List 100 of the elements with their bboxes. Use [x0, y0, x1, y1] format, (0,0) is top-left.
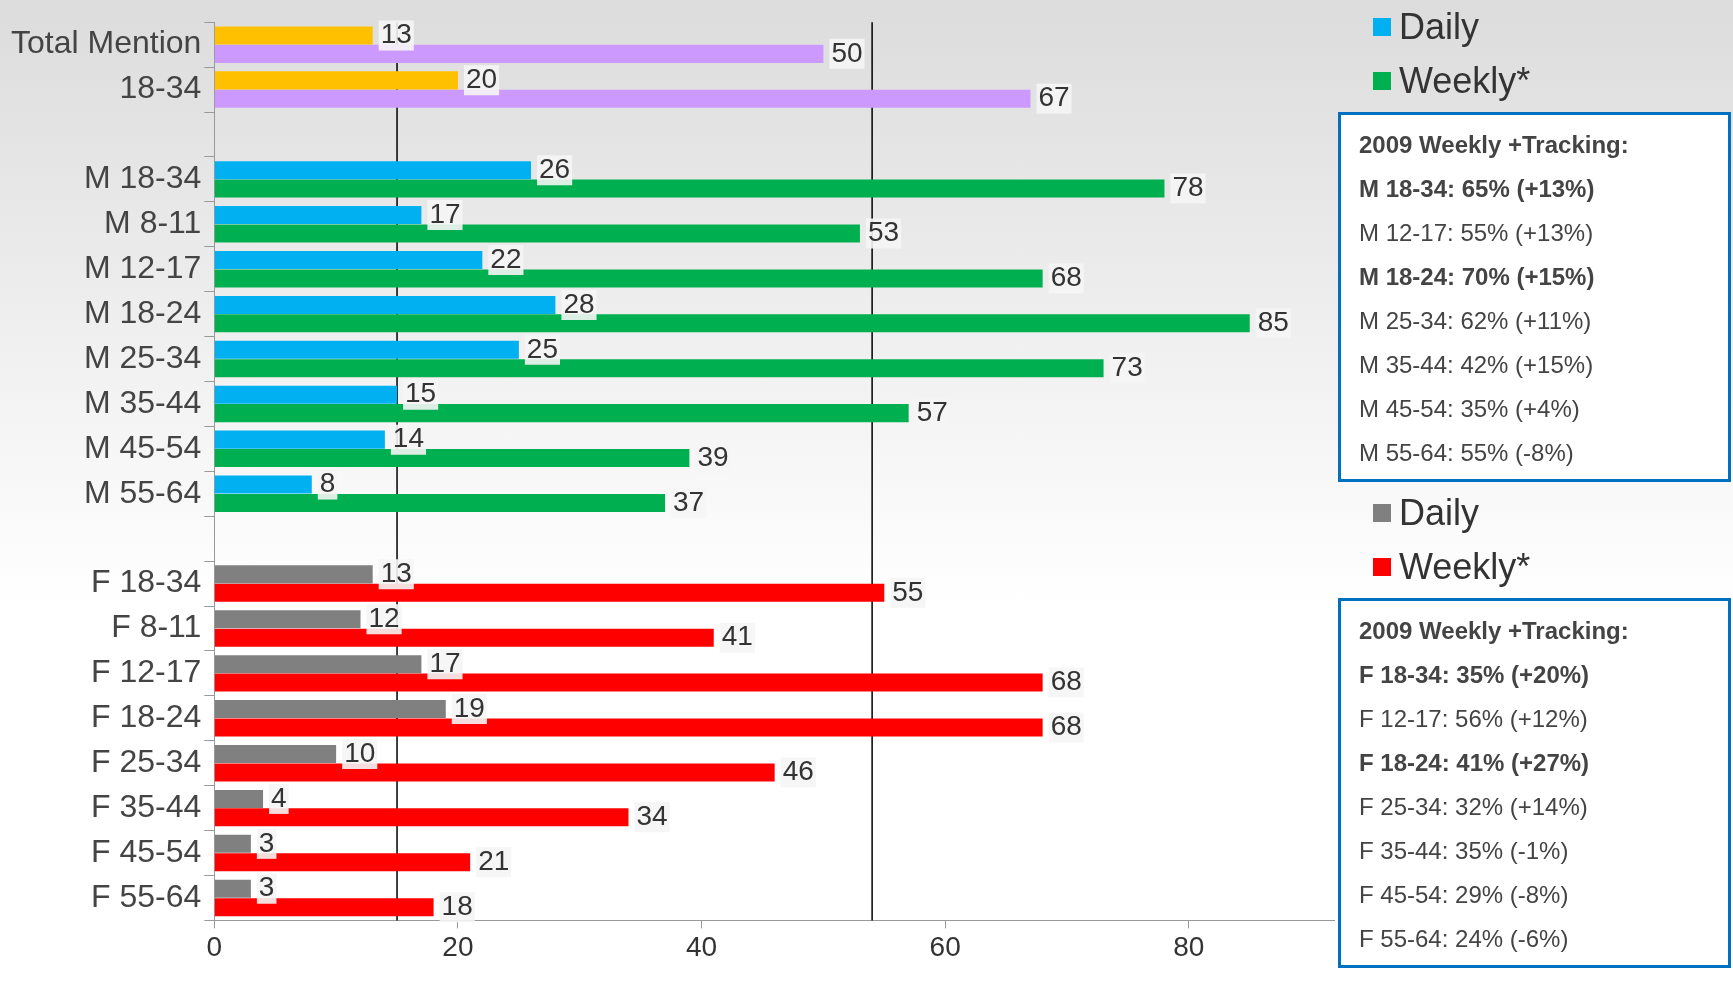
bar: [214, 853, 471, 872]
bar: [214, 610, 361, 629]
data-label: 28: [563, 287, 595, 319]
data-label: 67: [1038, 81, 1070, 113]
x-tick-label: 80: [1173, 930, 1205, 962]
bar: [214, 475, 312, 494]
bar: [214, 744, 337, 764]
bar: [214, 404, 909, 423]
y-tick-label: F 8-11: [111, 608, 202, 645]
data-label: 3: [258, 826, 275, 858]
data-label: 50: [831, 36, 863, 68]
data-label: 34: [636, 800, 668, 832]
data-label: 22: [490, 242, 522, 274]
text: 2009 Weekly +Tracking:: [1359, 130, 1630, 160]
data-label: 55: [892, 575, 924, 607]
y-tick-label: M 25-34: [83, 338, 202, 375]
text: F 35-44: 35% (-1%): [1359, 836, 1570, 866]
y-tick-label: F 18-24: [91, 698, 202, 735]
data-label: 10: [344, 736, 376, 768]
bar: [214, 718, 1043, 737]
bar: [214, 26, 373, 45]
bar: [214, 763, 775, 782]
data-label: 73: [1111, 350, 1143, 382]
data-label: 78: [1172, 171, 1204, 203]
text: M 35-44: 42% (+15%): [1359, 350, 1595, 380]
data-label: 85: [1257, 306, 1289, 338]
bar: [214, 359, 1104, 378]
bar: [214, 295, 556, 314]
data-label: 57: [916, 395, 948, 427]
text: 2009 Weekly +Tracking:: [1359, 616, 1630, 646]
bar: [214, 385, 398, 404]
bar: [214, 179, 1165, 198]
data-label: 26: [539, 152, 571, 184]
y-tick-label: F 25-34: [91, 743, 202, 780]
text: F 18-34: 35% (+20%): [1359, 660, 1591, 690]
bar: [214, 808, 629, 827]
x-tick-label: 20: [442, 930, 474, 962]
bar: [214, 89, 1031, 108]
y-tick-label: F 35-44: [91, 787, 202, 824]
bar: [214, 834, 251, 853]
data-label: 13: [380, 557, 412, 589]
data-label: 17: [429, 646, 461, 678]
data-label: 17: [429, 197, 461, 229]
bar: [214, 71, 458, 90]
bar: [214, 340, 519, 359]
bar: [214, 430, 385, 449]
bar: [214, 789, 264, 808]
y-tick-label: F 18-34: [91, 563, 202, 600]
bar: [214, 161, 532, 180]
y-tick-label: M 8-11: [104, 204, 202, 241]
data-label: 14: [392, 422, 425, 454]
bar: [214, 493, 666, 512]
y-tick-label: M 18-34: [83, 159, 202, 196]
bar: [214, 314, 1250, 333]
bar: [214, 700, 446, 719]
text: F 12-17: 56% (+12%): [1359, 704, 1589, 734]
bar: [214, 673, 1043, 692]
text: F 25-34: 32% (+14%): [1359, 792, 1589, 822]
bar: [214, 269, 1043, 288]
data-label: 20: [465, 63, 498, 95]
text: M 18-34: 65% (+13%): [1359, 174, 1596, 204]
text: M 55-64: 55% (-8%): [1359, 438, 1575, 468]
data-label: 25: [526, 332, 559, 364]
x-tick-label: 0: [206, 930, 223, 962]
bar: [214, 879, 251, 898]
data-label: 68: [1050, 665, 1082, 697]
y-tick-label: 18-34: [119, 69, 202, 106]
y-tick-label: F 12-17: [91, 653, 202, 690]
bar: [214, 655, 422, 674]
text: F 45-54: 29% (-8%): [1359, 880, 1570, 910]
bar: [214, 44, 824, 63]
data-label: 13: [380, 18, 412, 50]
text: F 55-64: 24% (-6%): [1359, 924, 1570, 954]
data-label: 68: [1050, 710, 1082, 742]
y-tick-label: M 35-44: [83, 383, 202, 420]
data-label: 19: [453, 691, 485, 723]
data-label: 21: [478, 844, 510, 876]
text: M 12-17: 55% (+13%): [1359, 218, 1595, 248]
y-tick-label: F 55-64: [91, 877, 202, 914]
bar: [214, 250, 483, 270]
data-label: 15: [405, 377, 437, 409]
bar: [214, 224, 860, 243]
y-tick-label: M 45-54: [83, 428, 202, 465]
x-tick-label: 60: [929, 930, 961, 962]
data-label: 3: [258, 871, 275, 903]
legend-label: Weekly*: [1399, 546, 1531, 588]
data-label: 37: [673, 485, 705, 517]
bar: [214, 898, 434, 917]
text: M 25-34: 62% (+11%): [1359, 306, 1593, 336]
data-label: 12: [368, 602, 400, 633]
legend-label: Daily: [1399, 6, 1480, 48]
legend-label: Daily: [1399, 492, 1480, 534]
bar: [214, 583, 885, 602]
y-tick-label: F 45-54: [91, 832, 202, 869]
data-label: 46: [782, 755, 814, 787]
text: M 45-54: 35% (+4%): [1359, 394, 1581, 424]
data-label: 18: [441, 889, 473, 921]
data-label: 39: [697, 440, 729, 472]
legend-label: Weekly*: [1399, 60, 1531, 102]
x-tick-label: 40: [686, 930, 718, 962]
